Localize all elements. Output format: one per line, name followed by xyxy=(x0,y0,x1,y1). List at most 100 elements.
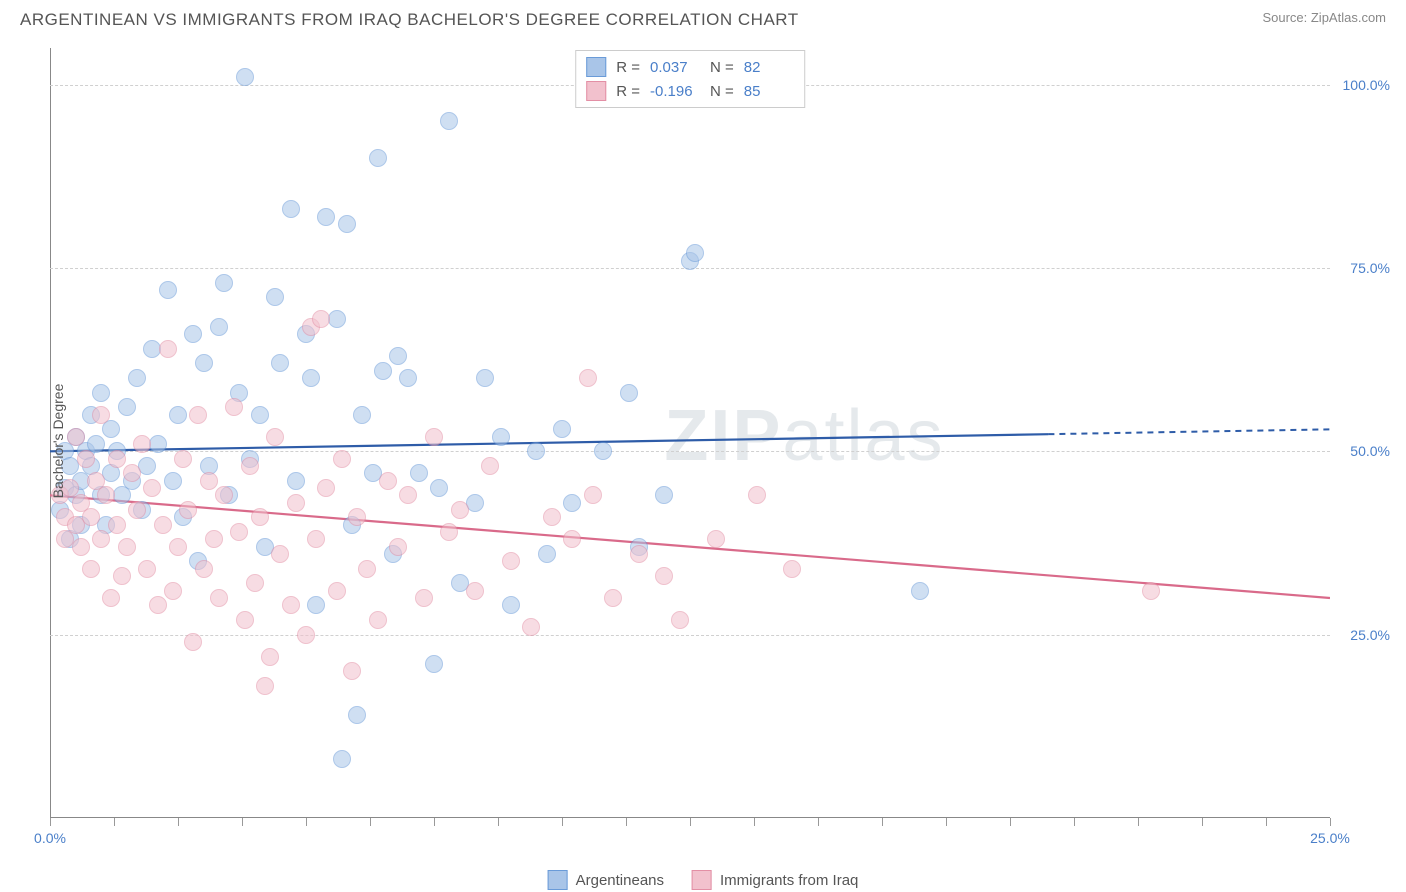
data-point-iraq xyxy=(230,523,248,541)
legend-item-iraq: Immigrants from Iraq xyxy=(692,870,858,890)
data-point-argentineans xyxy=(328,310,346,328)
data-point-argentineans xyxy=(271,354,289,372)
trendline-argentineans xyxy=(50,434,1048,451)
x-tick-label-left: 0.0% xyxy=(34,830,66,846)
x-tick xyxy=(1330,818,1331,826)
data-point-argentineans xyxy=(353,406,371,424)
data-point-iraq xyxy=(92,530,110,548)
chart-area: ZIPatlas 25.0%50.0%75.0%100.0% 0.0% 25.0… xyxy=(50,48,1330,818)
data-point-iraq xyxy=(82,560,100,578)
data-point-argentineans xyxy=(476,369,494,387)
y-axis-label: Bachelor's Degree xyxy=(50,384,66,499)
y-tick-label: 75.0% xyxy=(1350,260,1390,276)
data-point-argentineans xyxy=(389,347,407,365)
data-point-iraq xyxy=(169,538,187,556)
x-tick xyxy=(1138,818,1139,826)
data-point-iraq xyxy=(399,486,417,504)
data-point-iraq xyxy=(389,538,407,556)
legend-row-argentineans: R = 0.037 N = 82 xyxy=(586,55,794,79)
x-tick xyxy=(946,818,947,826)
data-point-iraq xyxy=(343,662,361,680)
data-point-argentineans xyxy=(164,472,182,490)
x-tick xyxy=(242,818,243,826)
data-point-iraq xyxy=(348,508,366,526)
data-point-argentineans xyxy=(118,398,136,416)
data-point-iraq xyxy=(783,560,801,578)
data-point-argentineans xyxy=(210,318,228,336)
data-point-iraq xyxy=(205,530,223,548)
data-point-iraq xyxy=(502,552,520,570)
data-point-argentineans xyxy=(410,464,428,482)
data-point-argentineans xyxy=(369,149,387,167)
data-point-argentineans xyxy=(333,750,351,768)
data-point-argentineans xyxy=(102,420,120,438)
data-point-argentineans xyxy=(282,200,300,218)
data-point-argentineans xyxy=(215,274,233,292)
watermark: ZIPatlas xyxy=(664,395,944,477)
data-point-iraq xyxy=(425,428,443,446)
data-point-iraq xyxy=(266,428,284,446)
data-point-iraq xyxy=(225,398,243,416)
x-tick-label-right: 25.0% xyxy=(1310,830,1350,846)
data-point-iraq xyxy=(451,501,469,519)
gridline xyxy=(50,635,1330,636)
legend-label-iraq: Immigrants from Iraq xyxy=(720,872,858,889)
data-point-iraq xyxy=(195,560,213,578)
data-point-iraq xyxy=(307,530,325,548)
data-point-iraq xyxy=(579,369,597,387)
data-point-argentineans xyxy=(302,369,320,387)
data-point-iraq xyxy=(415,589,433,607)
source-label: Source: ZipAtlas.com xyxy=(1262,10,1386,25)
data-point-argentineans xyxy=(338,215,356,233)
data-point-argentineans xyxy=(538,545,556,563)
x-tick xyxy=(690,818,691,826)
data-point-iraq xyxy=(317,479,335,497)
data-point-argentineans xyxy=(430,479,448,497)
data-point-argentineans xyxy=(553,420,571,438)
data-point-argentineans xyxy=(307,596,325,614)
data-point-iraq xyxy=(481,457,499,475)
x-tick xyxy=(882,818,883,826)
legend-stats: R = 0.037 N = 82 R = -0.196 N = 85 xyxy=(575,50,805,108)
x-tick xyxy=(178,818,179,826)
data-point-iraq xyxy=(333,450,351,468)
data-point-argentineans xyxy=(138,457,156,475)
data-point-iraq xyxy=(133,435,151,453)
swatch-iraq-icon xyxy=(692,870,712,890)
chart-title: ARGENTINEAN VS IMMIGRANTS FROM IRAQ BACH… xyxy=(20,10,799,30)
x-tick xyxy=(370,818,371,826)
data-point-iraq xyxy=(440,523,458,541)
data-point-argentineans xyxy=(527,442,545,460)
data-point-argentineans xyxy=(399,369,417,387)
data-point-iraq xyxy=(630,545,648,563)
data-point-iraq xyxy=(466,582,484,600)
data-point-iraq xyxy=(77,450,95,468)
data-point-iraq xyxy=(271,545,289,563)
data-point-iraq xyxy=(174,450,192,468)
data-point-iraq xyxy=(123,464,141,482)
x-tick xyxy=(626,818,627,826)
data-point-iraq xyxy=(138,560,156,578)
data-point-argentineans xyxy=(266,288,284,306)
data-point-argentineans xyxy=(317,208,335,226)
x-tick xyxy=(1074,818,1075,826)
data-point-iraq xyxy=(102,589,120,607)
data-point-iraq xyxy=(241,457,259,475)
data-point-argentineans xyxy=(620,384,638,402)
data-point-iraq xyxy=(261,648,279,666)
x-tick xyxy=(562,818,563,826)
data-point-iraq xyxy=(82,508,100,526)
data-point-argentineans xyxy=(440,112,458,130)
x-tick xyxy=(1202,818,1203,826)
data-point-iraq xyxy=(97,486,115,504)
data-point-argentineans xyxy=(466,494,484,512)
data-point-iraq xyxy=(113,567,131,585)
trendline-iraq xyxy=(50,495,1330,598)
legend-item-argentineans: Argentineans xyxy=(548,870,664,890)
data-point-iraq xyxy=(251,508,269,526)
data-point-iraq xyxy=(358,560,376,578)
x-tick xyxy=(306,818,307,826)
data-point-iraq xyxy=(246,574,264,592)
data-point-iraq xyxy=(369,611,387,629)
data-point-argentineans xyxy=(195,354,213,372)
